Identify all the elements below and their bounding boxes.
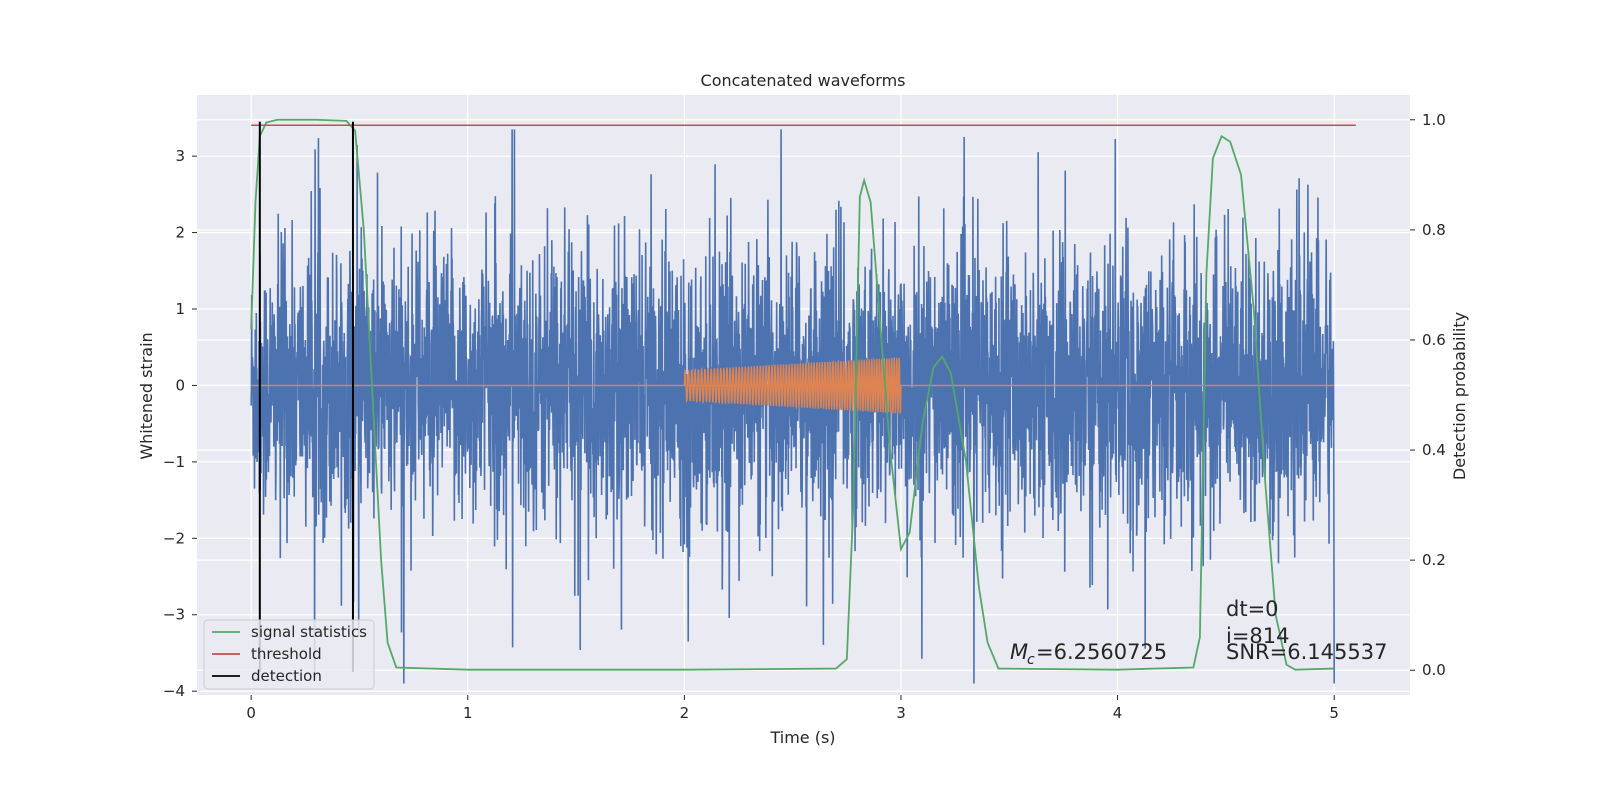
x-tick-label: 1 bbox=[463, 704, 473, 722]
y2-tick-label: 0.8 bbox=[1422, 221, 1446, 239]
y-tick-label: 0 bbox=[175, 376, 185, 394]
legend-box bbox=[203, 619, 375, 690]
y-tick-label: 2 bbox=[175, 224, 185, 242]
index-annotation: i=814 bbox=[1226, 624, 1290, 648]
chirp-mass-symbol: M bbox=[1010, 640, 1028, 664]
y-axis-ticks: −4 −3 −2 −1 0 1 2 3 bbox=[163, 147, 197, 700]
legend: signal statistics threshold detection bbox=[203, 619, 375, 690]
y2-tick-label: 0.2 bbox=[1422, 551, 1446, 569]
y2-axis-label: Detection probability bbox=[1450, 312, 1469, 480]
y-tick-label: −4 bbox=[163, 682, 185, 700]
y-tick-label: 1 bbox=[175, 300, 185, 318]
dt-annotation: dt=0 bbox=[1226, 597, 1279, 621]
y2-tick-label: 0.0 bbox=[1422, 661, 1446, 679]
chirp-mass-annotation: M c =6.2560725 bbox=[1010, 640, 1167, 668]
y2-tick-label: 0.6 bbox=[1422, 331, 1446, 349]
x-tick-label: 5 bbox=[1329, 704, 1339, 722]
y-axis-label: Whitened strain bbox=[137, 332, 156, 459]
x-tick-label: 3 bbox=[896, 704, 906, 722]
y2-tick-label: 0.4 bbox=[1422, 441, 1446, 459]
x-axis-ticks: 0 1 2 3 4 5 bbox=[246, 695, 1339, 722]
legend-detection: detection bbox=[251, 667, 322, 685]
y-tick-label: −1 bbox=[163, 453, 185, 471]
legend-threshold: threshold bbox=[251, 645, 322, 663]
chart-title: Concatenated waveforms bbox=[701, 71, 906, 90]
x-tick-label: 2 bbox=[680, 704, 690, 722]
snr-annotation: SNR=6.145537 bbox=[1226, 640, 1387, 664]
signal-statistics-line bbox=[250, 118, 1335, 671]
legend-signal-statistics: signal statistics bbox=[251, 623, 367, 641]
strain-series-line bbox=[250, 129, 1335, 684]
x-tick-label: 0 bbox=[246, 704, 256, 722]
chirp-mass-subscript: c bbox=[1027, 652, 1035, 668]
y-tick-label: −3 bbox=[163, 606, 185, 624]
y2-tick-label: 1.0 bbox=[1422, 111, 1446, 129]
y2-axis-ticks: 0.0 0.2 0.4 0.6 0.8 1.0 bbox=[1410, 111, 1446, 679]
x-axis-label: Time (s) bbox=[769, 728, 835, 747]
x-tick-label: 4 bbox=[1113, 704, 1123, 722]
chirp-mass-value: =6.2560725 bbox=[1036, 640, 1167, 664]
y-tick-label: 3 bbox=[175, 147, 185, 165]
y-tick-label: −2 bbox=[163, 529, 185, 547]
